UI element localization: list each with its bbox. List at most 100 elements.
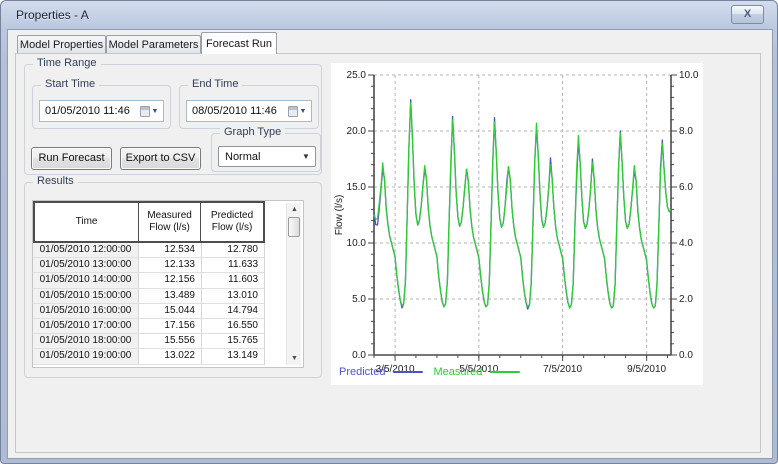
svg-text:7/5/2010: 7/5/2010: [543, 364, 582, 375]
svg-text:4.0: 4.0: [679, 238, 693, 249]
window-title: Properties - A: [16, 8, 89, 22]
svg-text:15.0: 15.0: [347, 182, 367, 193]
measured-cell: 15.044: [139, 303, 202, 319]
predicted-cell: 12.780: [202, 243, 265, 259]
calendar-icon: [139, 105, 150, 117]
measured-line: [373, 102, 672, 309]
svg-text:0.0: 0.0: [352, 350, 366, 361]
svg-text:10.0: 10.0: [347, 238, 367, 249]
table-row[interactable]: 01/05/2010 19:00:00 13.022 13.149: [33, 349, 265, 365]
column-header: Measured Flow (l/s): [139, 203, 202, 241]
svg-text:2.0: 2.0: [679, 294, 693, 305]
table-row[interactable]: 01/05/2010 14:00:00 12.156 11.603: [33, 273, 265, 289]
results-table-body: 01/05/2010 12:00:00 12.534 12.780 01/05/201…: [33, 243, 265, 365]
legend-line-sample: [393, 371, 424, 373]
chevron-down-icon: ▼: [302, 152, 310, 161]
predicted-cell: 14.794: [202, 303, 265, 319]
measured-cell: 15.556: [139, 334, 202, 350]
time-cell: 01/05/2010 13:00:00: [33, 258, 139, 274]
scroll-down-icon[interactable]: ▼: [291, 355, 298, 362]
start-time-group: Start Time 01/05/2010 11:46 ▼: [32, 78, 171, 129]
start-time-calendar-button[interactable]: ▼: [135, 101, 163, 121]
results-scrollbar[interactable]: ▲ ▼: [286, 203, 301, 365]
graph-type-label: Graph Type: [220, 126, 286, 138]
table-row[interactable]: 01/05/2010 18:00:00 15.556 15.765: [33, 334, 265, 350]
graph-type-value: Normal: [225, 150, 261, 163]
export-to-csv-button[interactable]: Export to CSV: [120, 147, 201, 170]
measured-cell: 12.534: [139, 243, 202, 259]
tab-forecast-run[interactable]: Forecast Run: [201, 32, 277, 54]
start-time-label: Start Time: [41, 78, 100, 90]
time-cell: 01/05/2010 14:00:00: [33, 273, 139, 289]
graph-type-group: Graph Type Normal ▼: [211, 126, 321, 172]
legend-line-sample: [490, 371, 521, 373]
time-range-group: Time Range Start Time 01/05/2010 11:46 ▼…: [24, 57, 322, 175]
forecast-run-panel: Time Range Start Time 01/05/2010 11:46 ▼…: [15, 53, 761, 453]
svg-text:8.0: 8.0: [679, 126, 693, 137]
predicted-cell: 11.603: [202, 273, 265, 289]
measured-cell: 17.156: [139, 318, 202, 335]
svg-text:6.0: 6.0: [679, 182, 693, 193]
tab-model-parameters[interactable]: Model Parameters: [106, 35, 201, 54]
table-row[interactable]: 01/05/2010 13:00:00 12.133 11.633: [33, 258, 265, 274]
graph-type-select[interactable]: Normal ▼: [218, 146, 316, 167]
column-header: Time: [35, 203, 140, 241]
predicted-cell: 11.633: [202, 258, 265, 274]
results-label: Results: [33, 175, 78, 187]
results-group: Results Time Measured Flow (l/s) Predicted…: [24, 175, 322, 378]
start-time-picker[interactable]: 01/05/2010 11:46 ▼: [39, 100, 164, 122]
forecast-chart: 0.0 5.0 10.0 15.0 20.0 25.0 0.0 2.0 4.0 6.0 8.0 10.…: [331, 63, 703, 385]
time-cell: 01/05/2010 19:00:00: [33, 349, 139, 365]
results-table: Time Measured Flow (l/s) Predicted Flow (l…: [32, 200, 304, 368]
predicted-cell: 16.550: [202, 318, 265, 335]
end-time-picker[interactable]: 08/05/2010 11:46 ▼: [186, 100, 312, 122]
measured-cell: 12.133: [139, 258, 202, 274]
dialog-client-area: Model Properties Model Parameters Foreca…: [7, 29, 773, 459]
chevron-down-icon: ▼: [151, 107, 159, 115]
measured-cell: 12.156: [139, 273, 202, 289]
predicted-cell: 15.765: [202, 334, 265, 350]
legend-item: Measured: [433, 366, 521, 378]
svg-text:5/5/2010: 5/5/2010: [459, 364, 498, 375]
table-row[interactable]: 01/05/2010 17:00:00 17.156 16.550: [33, 318, 265, 335]
table-row[interactable]: 01/05/2010 15:00:00 13.489 13.010: [33, 288, 265, 304]
scroll-up-icon[interactable]: ▲: [291, 206, 298, 213]
flow-line-chart: 0.0 5.0 10.0 15.0 20.0 25.0 0.0 2.0 4.0 6.0 8.0 10.…: [334, 70, 699, 375]
svg-text:5.0: 5.0: [352, 294, 366, 305]
svg-text:10.0: 10.0: [679, 70, 699, 81]
legend-item: Predicted: [339, 366, 424, 378]
close-button[interactable]: X: [731, 5, 764, 24]
run-forecast-button[interactable]: Run Forecast: [31, 147, 112, 170]
time-range-label: Time Range: [33, 57, 101, 69]
time-cell: 01/05/2010 12:00:00: [33, 243, 139, 259]
time-cell: 01/05/2010 17:00:00: [33, 318, 139, 335]
time-cell: 01/05/2010 15:00:00: [33, 288, 139, 304]
column-header: Predicted Flow (l/s): [210, 210, 254, 233]
end-time-value: 08/05/2010 11:46: [192, 105, 277, 117]
end-time-group: End Time 08/05/2010 11:46 ▼: [179, 78, 319, 129]
time-cell: 01/05/2010 18:00:00: [33, 334, 139, 350]
legend-label: Predicted: [339, 366, 386, 378]
predicted-cell: 13.149: [202, 349, 265, 365]
titlebar[interactable]: Properties - A X: [1, 1, 777, 29]
chart-legend: Predicted Measured: [339, 366, 530, 378]
start-time-value: 01/05/2010 11:46: [45, 105, 130, 117]
end-time-calendar-button[interactable]: ▼: [283, 101, 311, 121]
calendar-icon: [287, 105, 298, 117]
svg-text:3/5/2010: 3/5/2010: [376, 364, 415, 375]
svg-text:0.0: 0.0: [679, 350, 693, 361]
table-row[interactable]: 01/05/2010 12:00:00 12.534 12.780: [33, 243, 265, 259]
results-table-header: Time Measured Flow (l/s) Predicted Flow (l…: [33, 201, 265, 243]
table-row[interactable]: 01/05/2010 16:00:00 15.044 14.794: [33, 303, 265, 319]
end-time-label: End Time: [188, 78, 243, 90]
chevron-down-icon: ▼: [299, 107, 307, 115]
legend-label: Measured: [433, 366, 483, 378]
svg-text:Flow (l/s): Flow (l/s): [334, 195, 345, 236]
time-cell: 01/05/2010 16:00:00: [33, 303, 139, 319]
predicted-cell: 13.010: [202, 288, 265, 304]
svg-text:25.0: 25.0: [347, 70, 367, 81]
measured-cell: 13.022: [139, 349, 202, 365]
tab-model-properties[interactable]: Model Properties: [17, 35, 106, 54]
scrollbar-thumb[interactable]: [288, 217, 300, 237]
